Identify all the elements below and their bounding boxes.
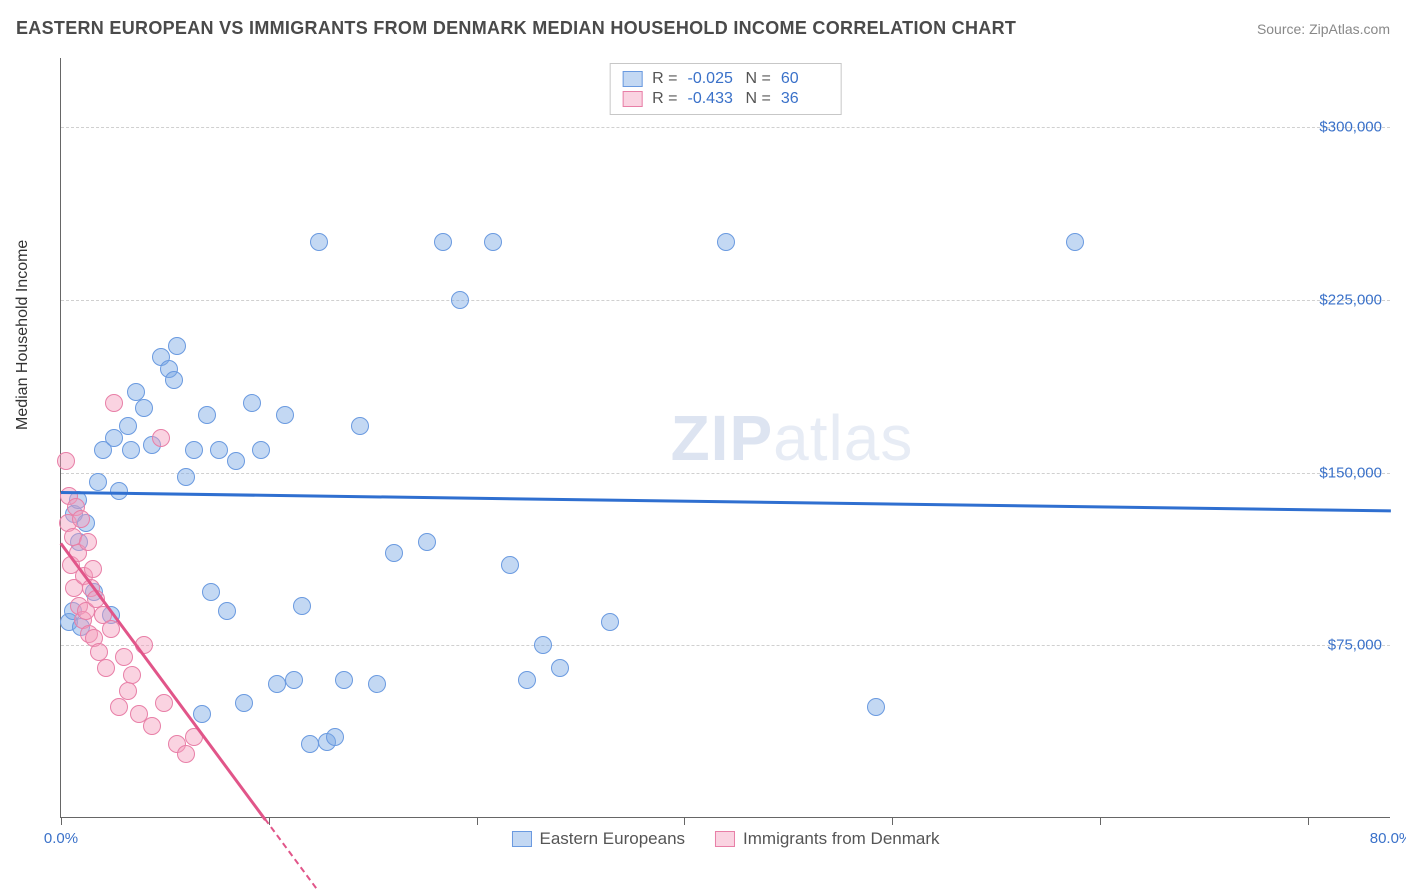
data-point	[89, 473, 107, 491]
data-point	[518, 671, 536, 689]
data-point	[119, 417, 137, 435]
gridline	[61, 645, 1390, 646]
stat-value: -0.433	[688, 90, 736, 108]
data-point	[551, 659, 569, 677]
y-tick-label: $300,000	[1319, 119, 1382, 136]
data-point	[218, 602, 236, 620]
legend-item: Eastern Europeans	[511, 829, 685, 849]
x-tick	[61, 817, 62, 825]
data-point	[385, 544, 403, 562]
plot-area: ZIPatlas R =-0.025N =60R =-0.433N =36 Ea…	[60, 58, 1390, 818]
x-tick-label: 80.0%	[1370, 830, 1406, 847]
trend-line	[60, 542, 266, 820]
stat-key: N =	[746, 90, 771, 108]
data-point	[252, 441, 270, 459]
legend-item: Immigrants from Denmark	[715, 829, 939, 849]
legend-swatch	[715, 831, 735, 847]
data-point	[72, 510, 90, 528]
data-point	[193, 705, 211, 723]
data-point	[418, 533, 436, 551]
data-point	[102, 620, 120, 638]
y-tick-label: $150,000	[1319, 464, 1382, 481]
legend-swatch	[511, 831, 531, 847]
data-point	[534, 636, 552, 654]
data-point	[152, 429, 170, 447]
data-point	[434, 233, 452, 251]
x-tick	[892, 817, 893, 825]
data-point	[351, 417, 369, 435]
data-point	[210, 441, 228, 459]
data-point	[143, 717, 161, 735]
data-point	[484, 233, 502, 251]
data-point	[243, 394, 261, 412]
x-tick	[1308, 817, 1309, 825]
data-point	[122, 441, 140, 459]
x-tick-label: 0.0%	[44, 830, 78, 847]
legend-swatch	[622, 91, 642, 107]
stats-legend: R = -0.025 N = 60 R = -0.433 N = 36	[609, 63, 842, 115]
data-point	[123, 666, 141, 684]
data-point	[135, 399, 153, 417]
data-point	[867, 698, 885, 716]
data-point	[601, 613, 619, 631]
gridline	[61, 300, 1390, 301]
stats-row: R = -0.025 N = 60	[622, 69, 829, 89]
data-point	[97, 659, 115, 677]
series-legend: Eastern Europeans Immigrants from Denmark	[511, 829, 939, 849]
stat-key: R =	[652, 70, 677, 88]
data-point	[110, 698, 128, 716]
x-tick	[684, 817, 685, 825]
x-tick	[1100, 817, 1101, 825]
data-point	[285, 671, 303, 689]
data-point	[501, 556, 519, 574]
x-tick	[477, 817, 478, 825]
gridline	[61, 127, 1390, 128]
legend-label: Immigrants from Denmark	[743, 829, 939, 849]
data-point	[717, 233, 735, 251]
data-point	[451, 291, 469, 309]
data-point	[310, 233, 328, 251]
stat-key: R =	[652, 90, 677, 108]
data-point	[276, 406, 294, 424]
y-tick-label: $225,000	[1319, 291, 1382, 308]
data-point	[79, 533, 97, 551]
legend-swatch	[622, 71, 642, 87]
data-point	[165, 371, 183, 389]
chart-title: EASTERN EUROPEAN VS IMMIGRANTS FROM DENM…	[16, 18, 1016, 39]
data-point	[227, 452, 245, 470]
data-point	[1066, 233, 1084, 251]
data-point	[198, 406, 216, 424]
data-point	[57, 452, 75, 470]
data-point	[177, 745, 195, 763]
legend-label: Eastern Europeans	[539, 829, 685, 849]
data-point	[301, 735, 319, 753]
y-tick-label: $75,000	[1328, 637, 1382, 654]
source-attribution: Source: ZipAtlas.com	[1257, 21, 1390, 37]
data-point	[235, 694, 253, 712]
data-point	[119, 682, 137, 700]
stat-value: -0.025	[688, 70, 736, 88]
stats-row: R = -0.433 N = 36	[622, 89, 829, 109]
trend-line-dashed	[265, 818, 318, 888]
stat-key: N =	[746, 70, 771, 88]
data-point	[326, 728, 344, 746]
y-axis-label: Median Household Income	[14, 240, 32, 430]
data-point	[155, 694, 173, 712]
stat-value: 60	[781, 70, 829, 88]
data-point	[335, 671, 353, 689]
watermark: ZIPatlas	[671, 401, 914, 475]
data-point	[268, 675, 286, 693]
data-point	[115, 648, 133, 666]
data-point	[168, 337, 186, 355]
data-point	[177, 468, 195, 486]
data-point	[202, 583, 220, 601]
data-point	[293, 597, 311, 615]
data-point	[185, 441, 203, 459]
stat-value: 36	[781, 90, 829, 108]
trend-line	[61, 491, 1391, 512]
data-point	[368, 675, 386, 693]
data-point	[105, 394, 123, 412]
gridline	[61, 473, 1390, 474]
